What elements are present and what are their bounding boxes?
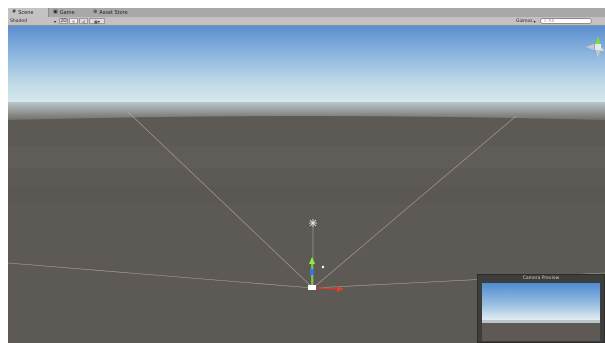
scene-toolbar: Shaded ▾ 2D ☼ ◁ ▦ ▾ Gizmos ▾ ⌕ All — [8, 17, 605, 26]
shading-mode-label: Shaded — [10, 18, 27, 24]
camera-preview-title: Camera Preview — [522, 276, 560, 281]
shading-mode-dropdown[interactable]: Shaded ▾ — [10, 18, 58, 24]
scene-search-input[interactable]: ⌕ All — [540, 18, 592, 24]
unity-editor: # Scene ▣ Game ⊕ Asset Store Shaded ▾ 2D… — [8, 8, 605, 343]
view-2d-button[interactable]: 2D — [59, 18, 68, 24]
search-placeholder: All — [548, 18, 555, 24]
move-gizmo[interactable] — [308, 257, 344, 292]
speaker-icon: ◁ — [81, 18, 86, 24]
gizmos-label: Gizmos — [516, 18, 533, 24]
game-icon: ▣ — [53, 9, 58, 15]
camera-preview-panel: Camera Preview — [477, 274, 605, 343]
scene-lighting-button[interactable]: ☼ — [69, 18, 78, 24]
skybox — [8, 26, 605, 122]
tab-game[interactable]: ▣ Game — [49, 8, 89, 17]
directional-light-icon[interactable] — [309, 219, 317, 227]
view-2d-label: 2D — [60, 18, 67, 24]
orientation-gizmo[interactable] — [580, 32, 604, 72]
audio-button[interactable]: ◁ — [79, 18, 88, 24]
tab-asset-store[interactable]: ⊕ Asset Store — [89, 8, 149, 17]
gizmos-dropdown[interactable]: Gizmos ▾ — [516, 18, 538, 24]
scene-viewport[interactable]: Camera Preview — [8, 26, 605, 343]
tab-asset-store-label: Asset Store — [99, 9, 128, 16]
image-icon: ▦ — [94, 18, 98, 24]
ground-plane — [8, 116, 605, 343]
tab-scene-label: Scene — [18, 9, 34, 16]
sun-icon: ☼ — [71, 18, 76, 24]
chevron-down-icon: ▾ — [53, 18, 56, 24]
tab-scene[interactable]: # Scene — [8, 8, 49, 17]
effects-dropdown[interactable]: ▦ ▾ — [89, 18, 105, 24]
scene-icon: # — [12, 9, 17, 15]
chevron-down-icon: ▾ — [533, 18, 536, 24]
tab-game-label: Game — [59, 9, 75, 16]
chevron-down-icon: ▾ — [97, 18, 100, 24]
asset-store-icon: ⊕ — [93, 9, 98, 15]
search-icon: ⌕ — [544, 19, 547, 24]
camera-preview-view — [482, 283, 600, 341]
scene-view-canvas — [8, 26, 605, 343]
